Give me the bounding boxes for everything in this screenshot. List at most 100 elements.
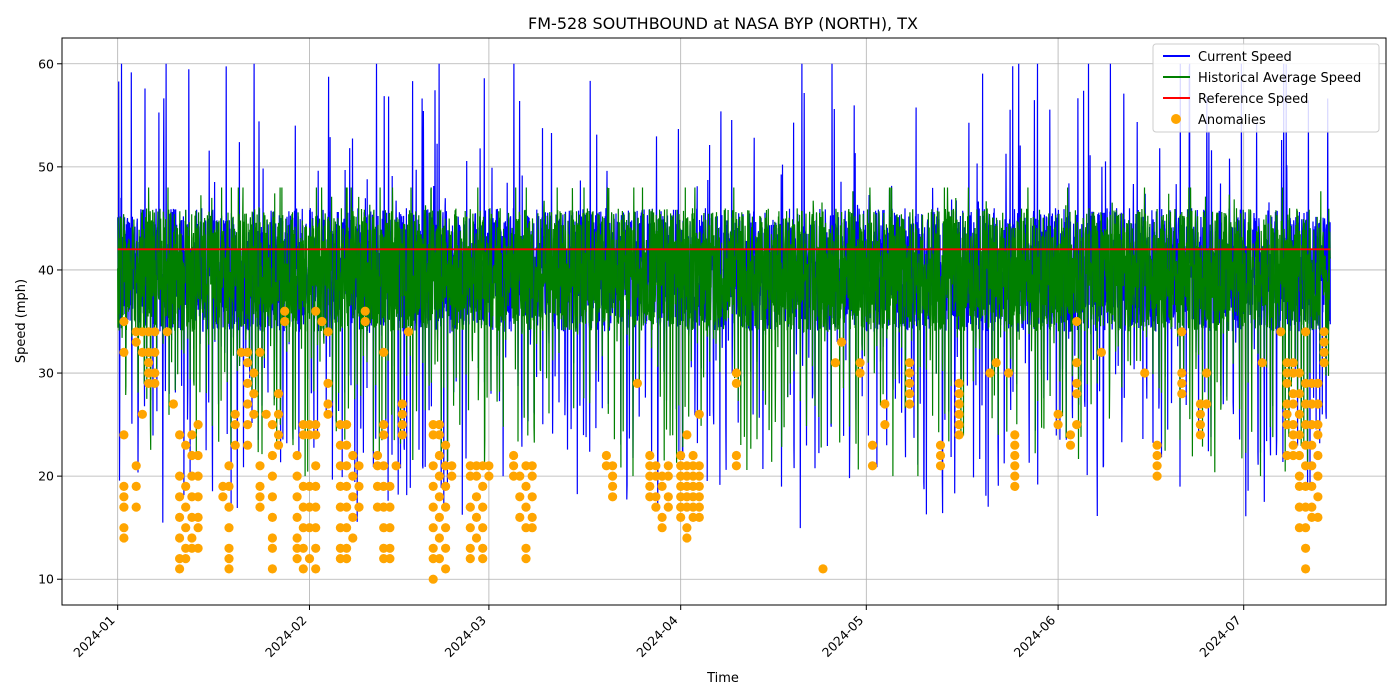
anomaly-point: [1065, 430, 1076, 440]
anomaly-point: [1282, 378, 1292, 388]
anomaly-point: [837, 337, 847, 347]
anomaly-point: [657, 523, 667, 533]
anomaly-point: [441, 481, 451, 491]
anomaly-point: [175, 471, 185, 481]
anomaly-point: [608, 471, 618, 481]
anomaly-point: [905, 368, 915, 378]
anomaly-point: [348, 492, 358, 502]
anomaly-point: [150, 327, 160, 337]
anomaly-point: [867, 461, 878, 471]
anomaly-point: [255, 347, 265, 357]
anomaly-point: [855, 368, 865, 378]
anomaly-point: [119, 492, 129, 502]
anomaly-point: [645, 481, 655, 491]
anomaly-point: [119, 347, 129, 357]
anomaly-point: [255, 461, 265, 471]
anomaly-point: [181, 502, 191, 512]
legend: Current Speed Historical Average Speed R…: [1152, 43, 1380, 133]
anomaly-point: [298, 543, 308, 553]
anomaly-point: [323, 378, 333, 388]
anomaly-point: [434, 420, 444, 430]
anomaly-point: [1301, 564, 1311, 574]
anomaly-point: [682, 430, 692, 440]
y-tick-label: 30: [38, 366, 54, 381]
anomaly-point: [441, 543, 451, 553]
anomaly-point: [676, 512, 686, 523]
anomaly-point: [255, 502, 265, 512]
anomaly-point: [1313, 471, 1323, 481]
anomaly-point: [1288, 358, 1298, 368]
anomaly-point: [1065, 440, 1076, 450]
anomaly-point: [954, 430, 964, 440]
anomaly-point: [119, 523, 129, 533]
anomaly-point: [663, 461, 673, 471]
anomaly-point: [880, 420, 890, 430]
anomaly-point: [471, 512, 482, 523]
anomaly-point: [311, 502, 321, 512]
anomaly-point: [243, 420, 253, 430]
anomaly-point: [397, 409, 407, 419]
anomaly-point: [1288, 420, 1298, 430]
legend-anomalies: Anomalies: [1198, 113, 1266, 128]
anomaly-point: [1202, 399, 1212, 409]
anomaly-point: [193, 420, 203, 430]
anomaly-point: [1010, 440, 1020, 450]
anomaly-point: [731, 368, 742, 378]
anomaly-point: [317, 316, 327, 327]
anomaly-point: [224, 543, 234, 553]
anomaly-point: [855, 358, 865, 368]
anomaly-point: [608, 461, 618, 471]
anomaly-point: [323, 409, 333, 419]
anomaly-point: [119, 533, 129, 543]
anomaly-point: [193, 492, 203, 502]
anomaly-point: [434, 450, 444, 461]
anomaly-point: [1294, 471, 1304, 481]
anomaly-point: [379, 461, 389, 471]
anomaly-point: [342, 554, 352, 564]
anomaly-point: [280, 316, 290, 327]
anomaly-point: [193, 450, 203, 461]
anomaly-point: [255, 481, 265, 491]
anomaly-point: [354, 481, 364, 491]
y-tick-label: 60: [38, 56, 54, 71]
anomaly-point: [935, 461, 946, 471]
anomaly-point: [465, 523, 475, 533]
anomaly-point: [1072, 316, 1082, 327]
anomaly-point: [954, 389, 964, 399]
anomaly-point: [311, 564, 321, 574]
anomaly-point: [193, 471, 203, 481]
anomaly-point: [478, 502, 488, 512]
legend-swatch-anomalies: [1171, 114, 1181, 124]
anomaly-point: [731, 378, 742, 388]
anomaly-point: [1072, 358, 1082, 368]
anomaly-point: [515, 492, 525, 502]
anomaly-point: [187, 430, 197, 440]
anomaly-point: [311, 481, 321, 491]
anomaly-point: [1010, 471, 1020, 481]
anomaly-point: [905, 378, 915, 388]
anomaly-point: [230, 409, 240, 419]
anomaly-point: [1313, 420, 1323, 430]
anomaly-point: [954, 420, 964, 430]
anomaly-point: [175, 430, 185, 440]
anomaly-point: [243, 440, 253, 450]
anomaly-point: [1177, 327, 1187, 337]
anomaly-point: [935, 450, 946, 461]
anomaly-point: [1152, 471, 1162, 481]
anomaly-point: [267, 564, 277, 574]
anomaly-point: [521, 543, 531, 553]
anomaly-point: [119, 430, 129, 440]
series-layer: [117, 63, 1331, 529]
anomaly-point: [1307, 481, 1317, 491]
anomaly-point: [267, 543, 277, 553]
anomaly-point: [292, 492, 302, 502]
anomaly-point: [1195, 430, 1205, 440]
anomaly-point: [292, 512, 302, 523]
anomaly-point: [682, 523, 692, 533]
anomaly-point: [471, 492, 482, 502]
anomaly-point: [1288, 399, 1298, 409]
anomaly-point: [441, 523, 451, 533]
chart-title: FM-528 SOUTHBOUND at NASA BYP (NORTH), T…: [528, 14, 918, 33]
anomaly-point: [465, 502, 475, 512]
